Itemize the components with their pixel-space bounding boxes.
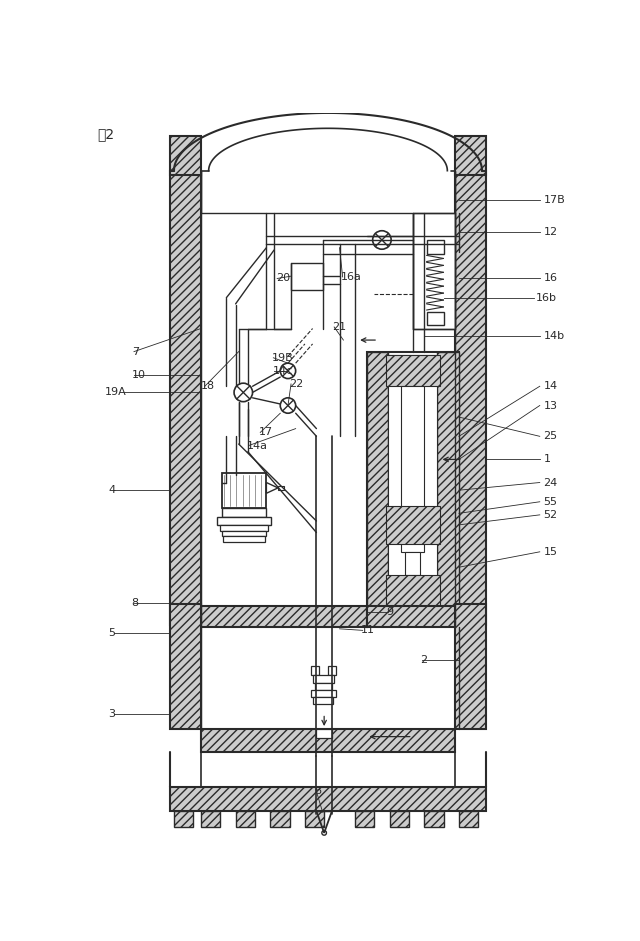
Bar: [314, 696, 333, 704]
Bar: [170, 136, 201, 174]
Text: 図2: 図2: [97, 127, 114, 141]
Bar: [355, 811, 374, 827]
Bar: [305, 811, 324, 827]
Bar: [311, 691, 336, 696]
Bar: [201, 729, 455, 752]
Bar: [311, 666, 319, 675]
Text: 18: 18: [201, 381, 215, 391]
Text: 14a: 14a: [247, 440, 268, 451]
Bar: [221, 508, 266, 518]
Text: 19A: 19A: [105, 388, 127, 397]
Text: 20: 20: [276, 274, 290, 283]
Text: 17: 17: [259, 427, 273, 438]
Text: 1: 1: [543, 455, 550, 465]
Bar: [315, 683, 332, 691]
Text: 5: 5: [109, 628, 116, 638]
Text: 2: 2: [420, 655, 428, 664]
Text: 17B: 17B: [543, 195, 565, 205]
Bar: [174, 811, 193, 827]
Text: 8: 8: [132, 598, 139, 609]
Bar: [291, 263, 323, 290]
Bar: [405, 551, 420, 575]
Text: 10: 10: [132, 370, 146, 380]
Bar: [221, 531, 266, 536]
Bar: [413, 213, 455, 328]
Text: 55: 55: [543, 497, 557, 507]
Bar: [316, 729, 332, 738]
Text: 11: 11: [361, 626, 375, 635]
Bar: [427, 311, 444, 326]
Bar: [367, 352, 388, 621]
Bar: [170, 787, 486, 811]
Bar: [386, 505, 440, 544]
Bar: [386, 356, 440, 386]
Bar: [424, 811, 444, 827]
Text: 15: 15: [543, 547, 557, 557]
Text: 3: 3: [109, 709, 116, 719]
Bar: [170, 170, 201, 625]
Text: 21: 21: [333, 322, 347, 332]
Text: 13: 13: [543, 401, 557, 410]
Text: 14b: 14b: [543, 331, 564, 342]
Bar: [220, 525, 268, 531]
Text: 16b: 16b: [536, 293, 557, 303]
Bar: [170, 604, 201, 729]
Text: 7: 7: [132, 346, 139, 357]
Bar: [367, 606, 459, 628]
Bar: [386, 575, 440, 606]
Text: 25: 25: [543, 431, 557, 441]
Bar: [455, 604, 486, 729]
Bar: [201, 811, 220, 827]
Text: 9: 9: [387, 607, 394, 617]
Bar: [390, 811, 409, 827]
Bar: [312, 675, 334, 683]
Bar: [388, 356, 437, 617]
Bar: [217, 518, 271, 525]
Text: 16a: 16a: [341, 272, 362, 282]
Text: 12: 12: [543, 228, 557, 237]
Text: 4: 4: [109, 486, 116, 495]
Text: 52: 52: [543, 510, 557, 519]
Bar: [455, 136, 486, 174]
Text: 16: 16: [543, 274, 557, 283]
Bar: [459, 811, 478, 827]
Text: 24: 24: [543, 477, 558, 487]
Bar: [427, 240, 444, 254]
Text: 14c: 14c: [273, 366, 293, 375]
Polygon shape: [266, 483, 278, 493]
Text: 22: 22: [289, 379, 304, 389]
Bar: [278, 486, 284, 490]
Text: 19B: 19B: [272, 353, 294, 363]
Bar: [328, 666, 336, 675]
Bar: [367, 352, 459, 621]
Text: 6: 6: [314, 786, 321, 795]
Text: 14: 14: [543, 381, 557, 391]
Bar: [223, 536, 265, 542]
Bar: [270, 811, 289, 827]
Bar: [437, 352, 459, 621]
Bar: [455, 170, 486, 625]
Bar: [201, 606, 367, 628]
Bar: [401, 386, 424, 551]
Bar: [221, 473, 266, 508]
Bar: [236, 811, 255, 827]
